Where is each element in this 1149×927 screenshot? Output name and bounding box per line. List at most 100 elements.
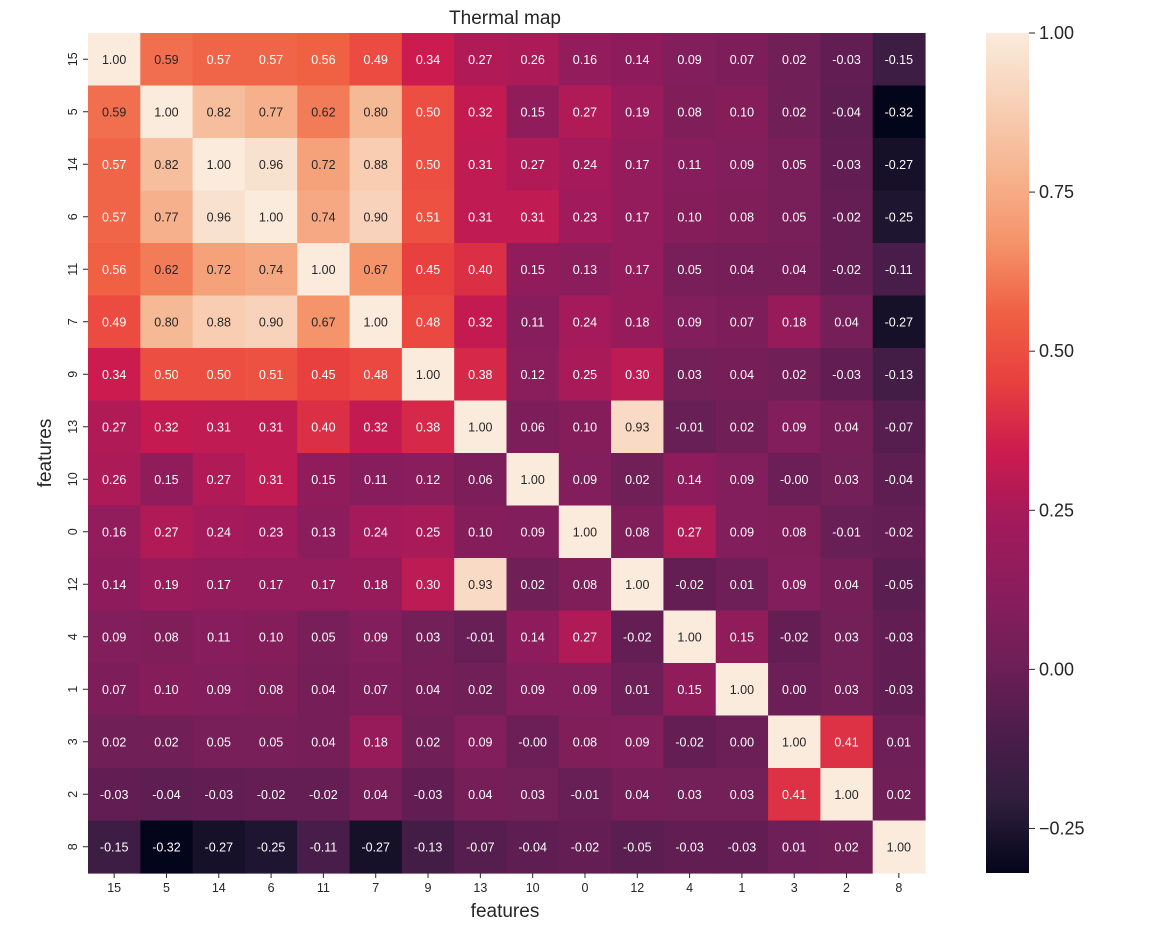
cell-value-label: 0.01: [782, 840, 806, 854]
cell-value-label: 0.74: [311, 210, 335, 224]
cell-value-label: 0.24: [364, 525, 388, 539]
cell-value-label: -0.03: [675, 840, 704, 854]
x-tick-label: 2: [843, 881, 850, 895]
heatmap-cell: [768, 768, 821, 822]
heatmap-cell: [88, 348, 141, 402]
x-tick-label: 0: [581, 881, 588, 895]
cell-value-label: 0.02: [625, 473, 649, 487]
colorbar-tick-label: 0.75: [1039, 182, 1074, 202]
cell-value-label: -0.25: [885, 210, 914, 224]
heatmap-cell: [663, 400, 717, 454]
cell-value-label: 0.72: [207, 263, 231, 277]
cell-value-label: 0.57: [207, 53, 231, 67]
heatmap-cell: [401, 768, 455, 822]
cell-value-label: 0.07: [102, 683, 126, 697]
heatmap-cell: [506, 663, 560, 717]
heatmap-cell: [768, 138, 821, 192]
heatmap-cell: [401, 505, 455, 559]
y-tick-label: 6: [66, 213, 80, 220]
cell-value-label: 0.14: [520, 630, 544, 644]
cell-value-label: 0.88: [364, 158, 388, 172]
y-tick-label: 15: [66, 52, 80, 66]
heatmap-cell: [140, 348, 194, 402]
heatmap-cell: [140, 400, 194, 454]
x-tick-label: 11: [317, 881, 330, 895]
heatmap-cell: [820, 610, 874, 664]
cell-value-label: -0.02: [675, 735, 704, 749]
heatmap-cell: [558, 138, 612, 192]
colorbar-tick-label: 0.50: [1039, 341, 1074, 361]
heatmap-cell: [715, 610, 769, 664]
heatmap-annotations: 1.00 0.59 0.57 0.57 0.56 0.49 0.34 0.27 0.26 0.16…: [100, 53, 913, 855]
cell-value-label: 0.50: [154, 368, 178, 382]
heatmap-cell: [663, 348, 717, 402]
heatmap-cells: [88, 33, 926, 874]
heatmap-cell: [244, 243, 298, 297]
heatmap-cell: [140, 505, 194, 559]
heatmap-cell: [820, 138, 874, 192]
cell-value-label: 0.74: [259, 263, 283, 277]
heatmap-cell: [244, 400, 298, 454]
cell-value-label: 0.04: [625, 788, 649, 802]
heatmap-cell: [192, 558, 246, 612]
heatmap-cell: [244, 505, 298, 559]
y-tick-label: 7: [66, 318, 80, 325]
heatmap-cell: [140, 33, 194, 87]
cell-value-label: 0.27: [573, 105, 597, 119]
x-tick-label: 6: [268, 881, 275, 895]
cell-value-label: 0.41: [782, 788, 806, 802]
cell-value-label: 0.57: [259, 53, 283, 67]
cell-value-label: 0.62: [154, 263, 178, 277]
cell-value-label: 1.00: [520, 473, 544, 487]
cell-value-label: -0.01: [675, 420, 704, 434]
heatmap-cell: [401, 243, 455, 297]
cell-value-label: 0.05: [782, 210, 806, 224]
cell-value-label: 0.08: [625, 525, 649, 539]
heatmap-cell: [454, 400, 508, 454]
heatmap-cell: [349, 453, 403, 507]
cell-value-label: -0.27: [885, 315, 914, 329]
cell-value-label: -0.02: [257, 788, 286, 802]
cell-value-label: 0.32: [468, 315, 492, 329]
cell-value-label: 0.17: [207, 578, 231, 592]
y-tick-label: 13: [66, 420, 80, 434]
heatmap-cell: [192, 138, 246, 192]
heatmap-cell: [611, 453, 665, 507]
heatmap-cell: [768, 348, 821, 402]
heatmap-cell: [297, 85, 351, 139]
heatmap-cell: [349, 715, 403, 769]
cell-value-label: -0.13: [885, 368, 914, 382]
heatmap-cell: [715, 138, 769, 192]
heatmap-cell: [820, 715, 874, 769]
cell-value-label: 0.18: [364, 735, 388, 749]
heatmap-cell: [768, 715, 821, 769]
heatmap-cell: [349, 768, 403, 822]
heatmap-cell: [768, 400, 821, 454]
cell-value-label: 0.45: [311, 368, 335, 382]
heatmap-cell: [454, 33, 508, 87]
heatmap-cell: [192, 715, 246, 769]
cell-value-label: -0.27: [885, 158, 914, 172]
y-tick-label: 9: [66, 371, 80, 378]
cell-value-label: 0.56: [311, 53, 335, 67]
heatmap-cell: [820, 453, 874, 507]
heatmap-cell: [454, 663, 508, 717]
heatmap-cell: [454, 190, 508, 244]
heatmap-cell: [401, 453, 455, 507]
cell-value-label: -0.05: [623, 840, 652, 854]
x-tick-label: 8: [895, 881, 902, 895]
heatmap-cell: [401, 400, 455, 454]
cell-value-label: 1.00: [887, 840, 911, 854]
cell-value-label: 0.27: [677, 525, 701, 539]
heatmap-cell: [297, 348, 351, 402]
cell-value-label: 0.23: [573, 210, 597, 224]
heatmap-cell: [244, 85, 298, 139]
cell-value-label: 1.00: [468, 420, 492, 434]
colorbar: [986, 33, 1029, 873]
cell-value-label: 0.01: [887, 735, 911, 749]
cell-value-label: 0.17: [311, 578, 335, 592]
heatmap-cell: [558, 715, 612, 769]
heatmap-cell: [244, 453, 298, 507]
heatmap-cell: [454, 138, 508, 192]
cell-value-label: 0.09: [102, 630, 126, 644]
